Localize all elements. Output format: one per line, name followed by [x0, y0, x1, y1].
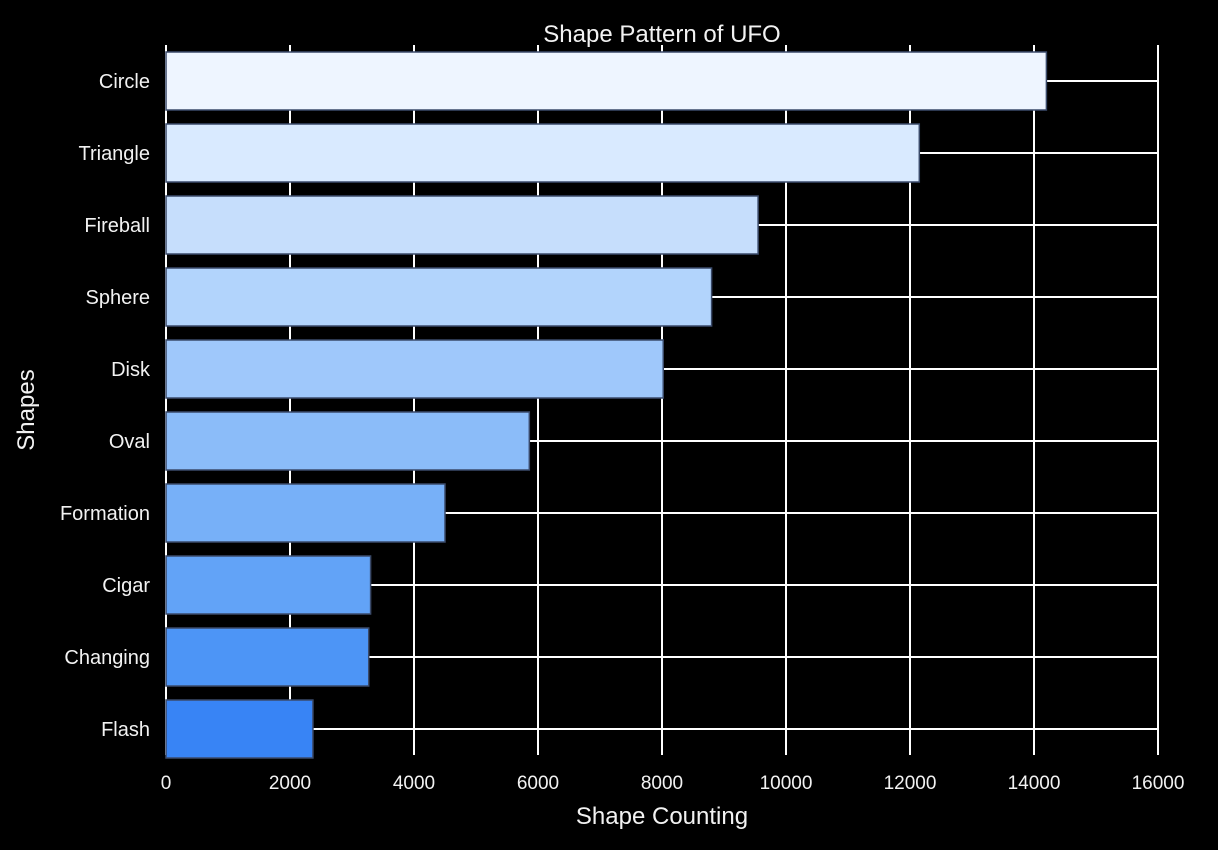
bar-formation — [165, 483, 446, 543]
bar-sphere — [165, 267, 713, 327]
bar-fireball — [165, 195, 759, 255]
category-label: Flash — [101, 719, 150, 741]
x-tick-label: 14000 — [1008, 773, 1061, 794]
x-axis-label: Shape Counting — [576, 803, 748, 830]
x-tick-label: 12000 — [884, 773, 937, 794]
bar-cigar — [165, 555, 372, 615]
category-label: Changing — [64, 647, 150, 669]
category-label: Cigar — [102, 575, 150, 597]
x-tick-label: 0 — [161, 773, 172, 794]
category-labels: Circle Triangle Fireball Sphere Disk Oval Form… — [60, 71, 151, 741]
x-tick-label: 8000 — [641, 773, 683, 794]
x-tick-label: 4000 — [393, 773, 435, 794]
x-tick-labels: 0 2000 4000 6000 8000 10000 12000 14000 16000 — [161, 773, 1185, 794]
x-tick-label: 6000 — [517, 773, 559, 794]
category-label: Formation — [60, 503, 150, 525]
category-label: Triangle — [78, 143, 150, 165]
category-label: Fireball — [84, 215, 150, 237]
category-label: Sphere — [86, 287, 151, 309]
category-label: Disk — [111, 359, 151, 381]
chart-title: Shape Pattern of UFO — [543, 21, 780, 48]
x-tick-label: 10000 — [760, 773, 813, 794]
bar-changing — [165, 627, 370, 687]
bars — [165, 51, 1048, 759]
bar-flash — [165, 699, 314, 759]
bar-triangle — [165, 123, 921, 183]
bar-circle — [165, 51, 1048, 111]
category-label: Circle — [99, 71, 150, 93]
y-axis-label: Shapes — [13, 369, 40, 450]
bar-disk — [165, 339, 664, 399]
bar-oval — [165, 411, 531, 471]
category-label: Oval — [109, 431, 150, 453]
x-tick-label: 2000 — [269, 773, 311, 794]
x-tick-label: 16000 — [1132, 773, 1185, 794]
